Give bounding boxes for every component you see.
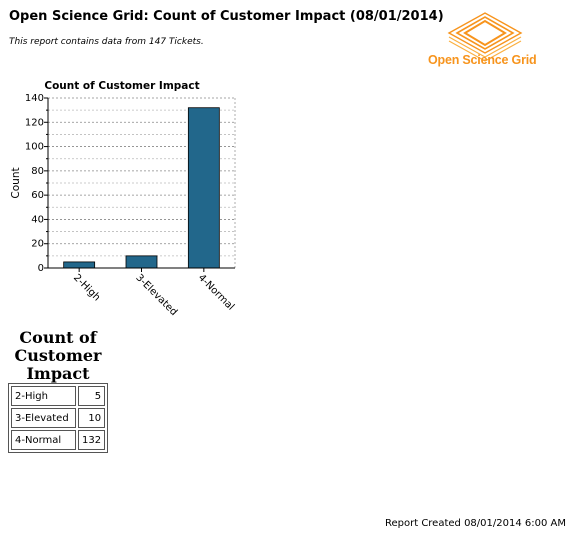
y-tick-label: 0 <box>38 263 44 274</box>
x-tick-label: 3-Elevated <box>133 272 179 318</box>
report-subtitle: This report contains data from 147 Ticke… <box>9 37 204 47</box>
osg-logo-text: Open Science Grid <box>428 53 537 67</box>
chart-title: Count of Customer Impact <box>44 80 199 92</box>
y-axis-label: Count <box>10 167 22 198</box>
table-cell-label: 4-Normal <box>11 430 76 450</box>
y-tick-label: 40 <box>31 214 44 225</box>
y-tick-label: 20 <box>31 239 44 250</box>
y-tick-label: 80 <box>31 166 44 177</box>
table-cell-value: 5 <box>78 386 106 406</box>
osg-logo-icon <box>447 12 523 62</box>
table-title: Count of Customer Impact <box>14 328 102 383</box>
bar-chart: Count of Customer Impact Count 0 20 40 60 80… <box>10 80 236 318</box>
table-row: 4-Normal 132 <box>11 430 106 450</box>
y-tick-label: 60 <box>31 190 44 201</box>
table-cell-label: 2-High <box>11 386 76 406</box>
report-title: Open Science Grid: Count of Customer Imp… <box>9 9 444 24</box>
y-tick-label: 140 <box>25 93 44 104</box>
report-created-timestamp: Report Created 08/01/2014 6:00 AM <box>384 518 566 529</box>
table-cell-value: 132 <box>78 430 106 450</box>
table-row: 2-High 5 <box>11 386 106 406</box>
bar <box>187 107 220 269</box>
table-cell-label: 3-Elevated <box>11 408 76 428</box>
x-tick-label: 2-High <box>71 272 102 303</box>
bar <box>63 261 96 269</box>
table-cell-value: 10 <box>78 408 106 428</box>
table-row: 3-Elevated 10 <box>11 408 106 428</box>
y-tick-label: 100 <box>25 142 44 153</box>
impact-table: 2-High 5 3-Elevated 10 4-Normal 132 <box>8 383 109 453</box>
x-tick-label: 4-Normal <box>196 272 236 312</box>
bar <box>125 255 158 269</box>
y-tick-label: 120 <box>25 117 44 128</box>
